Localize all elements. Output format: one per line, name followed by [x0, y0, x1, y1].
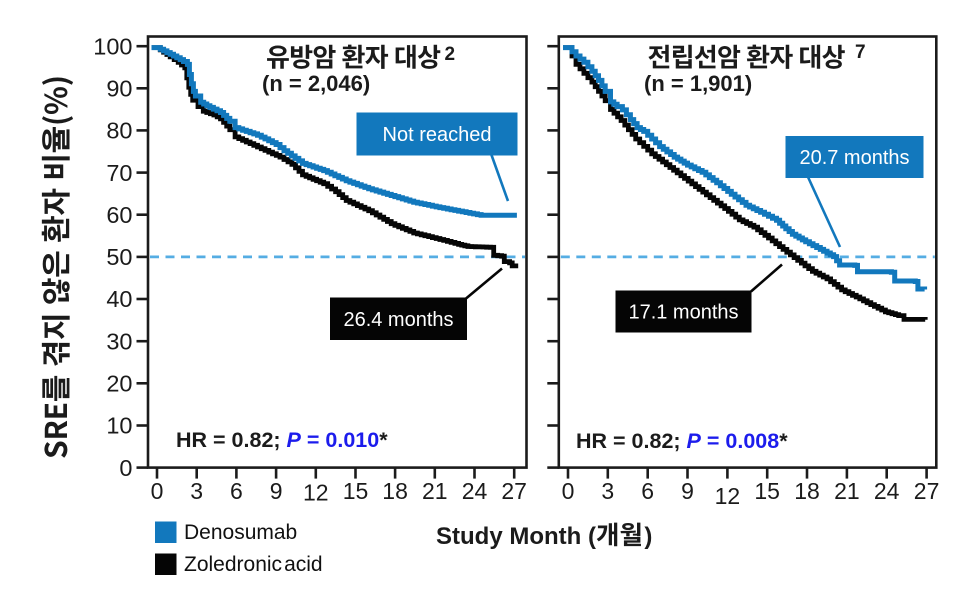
svg-text:Denosumab: Denosumab: [184, 521, 297, 544]
svg-text:15: 15: [754, 478, 780, 504]
svg-text:27: 27: [914, 478, 940, 504]
svg-text:HR = 0.82; P = 0.008*: HR = 0.82; P = 0.008*: [576, 429, 788, 453]
svg-text:40: 40: [106, 286, 132, 312]
svg-text:15: 15: [343, 478, 369, 504]
svg-text:Not reached: Not reached: [383, 124, 492, 146]
svg-text:24: 24: [462, 478, 488, 504]
svg-text:HR = 0.82; P = 0.010*: HR = 0.82; P = 0.010*: [176, 428, 388, 452]
svg-text:18: 18: [382, 478, 408, 504]
svg-text:17.1 months: 17.1 months: [628, 302, 738, 324]
svg-text:18: 18: [794, 478, 820, 504]
svg-text:0: 0: [151, 478, 164, 504]
svg-text:6: 6: [641, 478, 654, 504]
svg-text:2: 2: [445, 44, 456, 65]
svg-text:9: 9: [270, 478, 283, 504]
svg-text:21: 21: [834, 478, 860, 504]
svg-text:0: 0: [119, 455, 132, 481]
svg-text:21: 21: [422, 478, 448, 504]
svg-text:30: 30: [106, 328, 132, 354]
svg-text:90: 90: [106, 76, 132, 102]
svg-text:24: 24: [874, 478, 900, 504]
svg-text:10: 10: [106, 413, 132, 439]
svg-text:27: 27: [501, 478, 527, 504]
svg-text:3: 3: [190, 478, 203, 504]
svg-text:26.4 months: 26.4 months: [343, 309, 453, 331]
svg-text:7: 7: [855, 42, 866, 63]
svg-text:70: 70: [106, 160, 132, 186]
svg-text:20: 20: [106, 371, 132, 397]
svg-text:6: 6: [230, 478, 243, 504]
svg-text:Zoledronicacid: Zoledronicacid: [184, 553, 323, 576]
svg-text:60: 60: [106, 202, 132, 228]
svg-text:9: 9: [681, 478, 694, 504]
svg-text:20.7 months: 20.7 months: [799, 147, 909, 169]
svg-text:100: 100: [93, 33, 132, 59]
svg-text:80: 80: [106, 118, 132, 144]
svg-text:3: 3: [601, 478, 614, 504]
svg-text:12: 12: [303, 480, 329, 506]
svg-text:(n = 2,046): (n = 2,046): [262, 71, 370, 96]
svg-text:(n = 1,901): (n = 1,901): [644, 71, 752, 96]
svg-text:50: 50: [106, 244, 132, 270]
svg-text:12: 12: [715, 483, 741, 509]
svg-text:Study Month (: Study Month (: [436, 523, 596, 550]
svg-text:): ): [644, 523, 652, 550]
svg-text:0: 0: [562, 478, 575, 504]
